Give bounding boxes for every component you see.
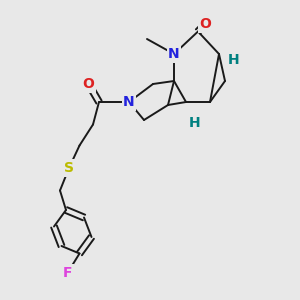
Text: O: O bbox=[82, 77, 94, 91]
Text: N: N bbox=[123, 95, 135, 109]
Text: H: H bbox=[189, 116, 201, 130]
Text: F: F bbox=[63, 266, 72, 280]
Text: N: N bbox=[168, 47, 180, 61]
Text: H: H bbox=[228, 53, 240, 67]
Text: O: O bbox=[200, 17, 211, 31]
Text: S: S bbox=[64, 161, 74, 175]
